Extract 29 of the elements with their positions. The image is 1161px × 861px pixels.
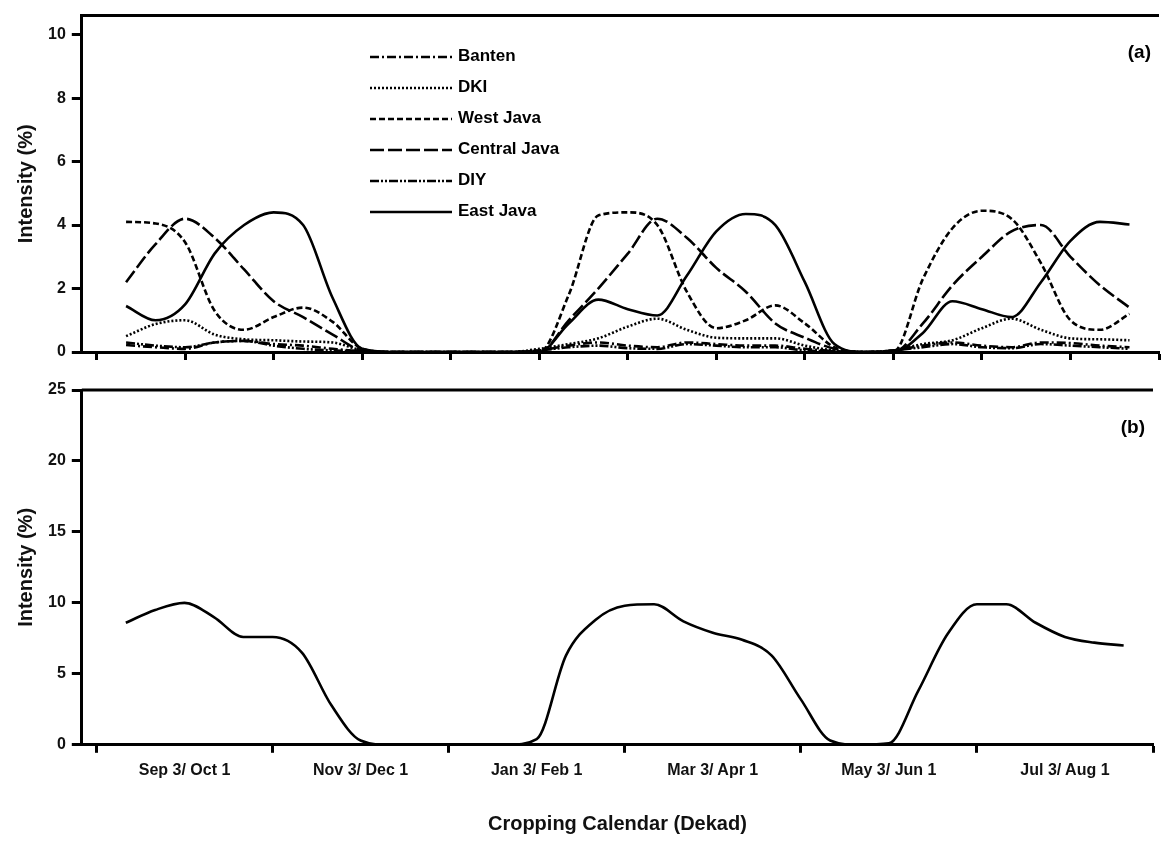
y-tick-label: 5 xyxy=(56,664,66,682)
y-tick-label: 2 xyxy=(56,278,66,296)
legend-label: West Java xyxy=(458,107,541,129)
y-tick-label: 25 xyxy=(48,380,66,398)
x-tick-label: Nov 3/ Dec 1 xyxy=(313,760,409,778)
legend-label: Central Java xyxy=(458,138,560,160)
y-tick-label: 20 xyxy=(48,451,66,469)
x-tick-label: Jan 3/ Feb 1 xyxy=(490,760,583,778)
y-axis-title: Intensity (%) xyxy=(13,507,36,627)
y-tick-label: 0 xyxy=(56,735,66,753)
x-tick-label: Jul 3/ Aug 1 xyxy=(1020,760,1110,778)
x-tick-label: Mar 3/ Apr 1 xyxy=(667,760,759,778)
y-tick-label: 10 xyxy=(48,593,66,611)
x-tick-label: May 3/ Jun 1 xyxy=(841,760,937,778)
y-tick-label: 4 xyxy=(56,215,66,233)
annotation: (a) xyxy=(1127,41,1151,63)
y-tick-label: 10 xyxy=(48,25,66,43)
y-tick-label: 0 xyxy=(56,342,66,360)
x-axis-title: Cropping Calendar (Dekad) xyxy=(487,811,747,834)
legend-label: East Java xyxy=(458,200,537,222)
annotation: (b) xyxy=(1120,415,1145,437)
y-tick-label: 6 xyxy=(56,151,66,169)
y-tick-label: 15 xyxy=(48,522,66,540)
x-tick-label: Sep 3/ Oct 1 xyxy=(138,760,231,778)
legend-label: Banten xyxy=(458,45,516,67)
legend-label: DIY xyxy=(458,169,487,191)
y-axis-title: Intensity (%) xyxy=(13,124,36,244)
legend-label: DKI xyxy=(458,76,488,98)
y-tick-label: 8 xyxy=(56,88,66,106)
